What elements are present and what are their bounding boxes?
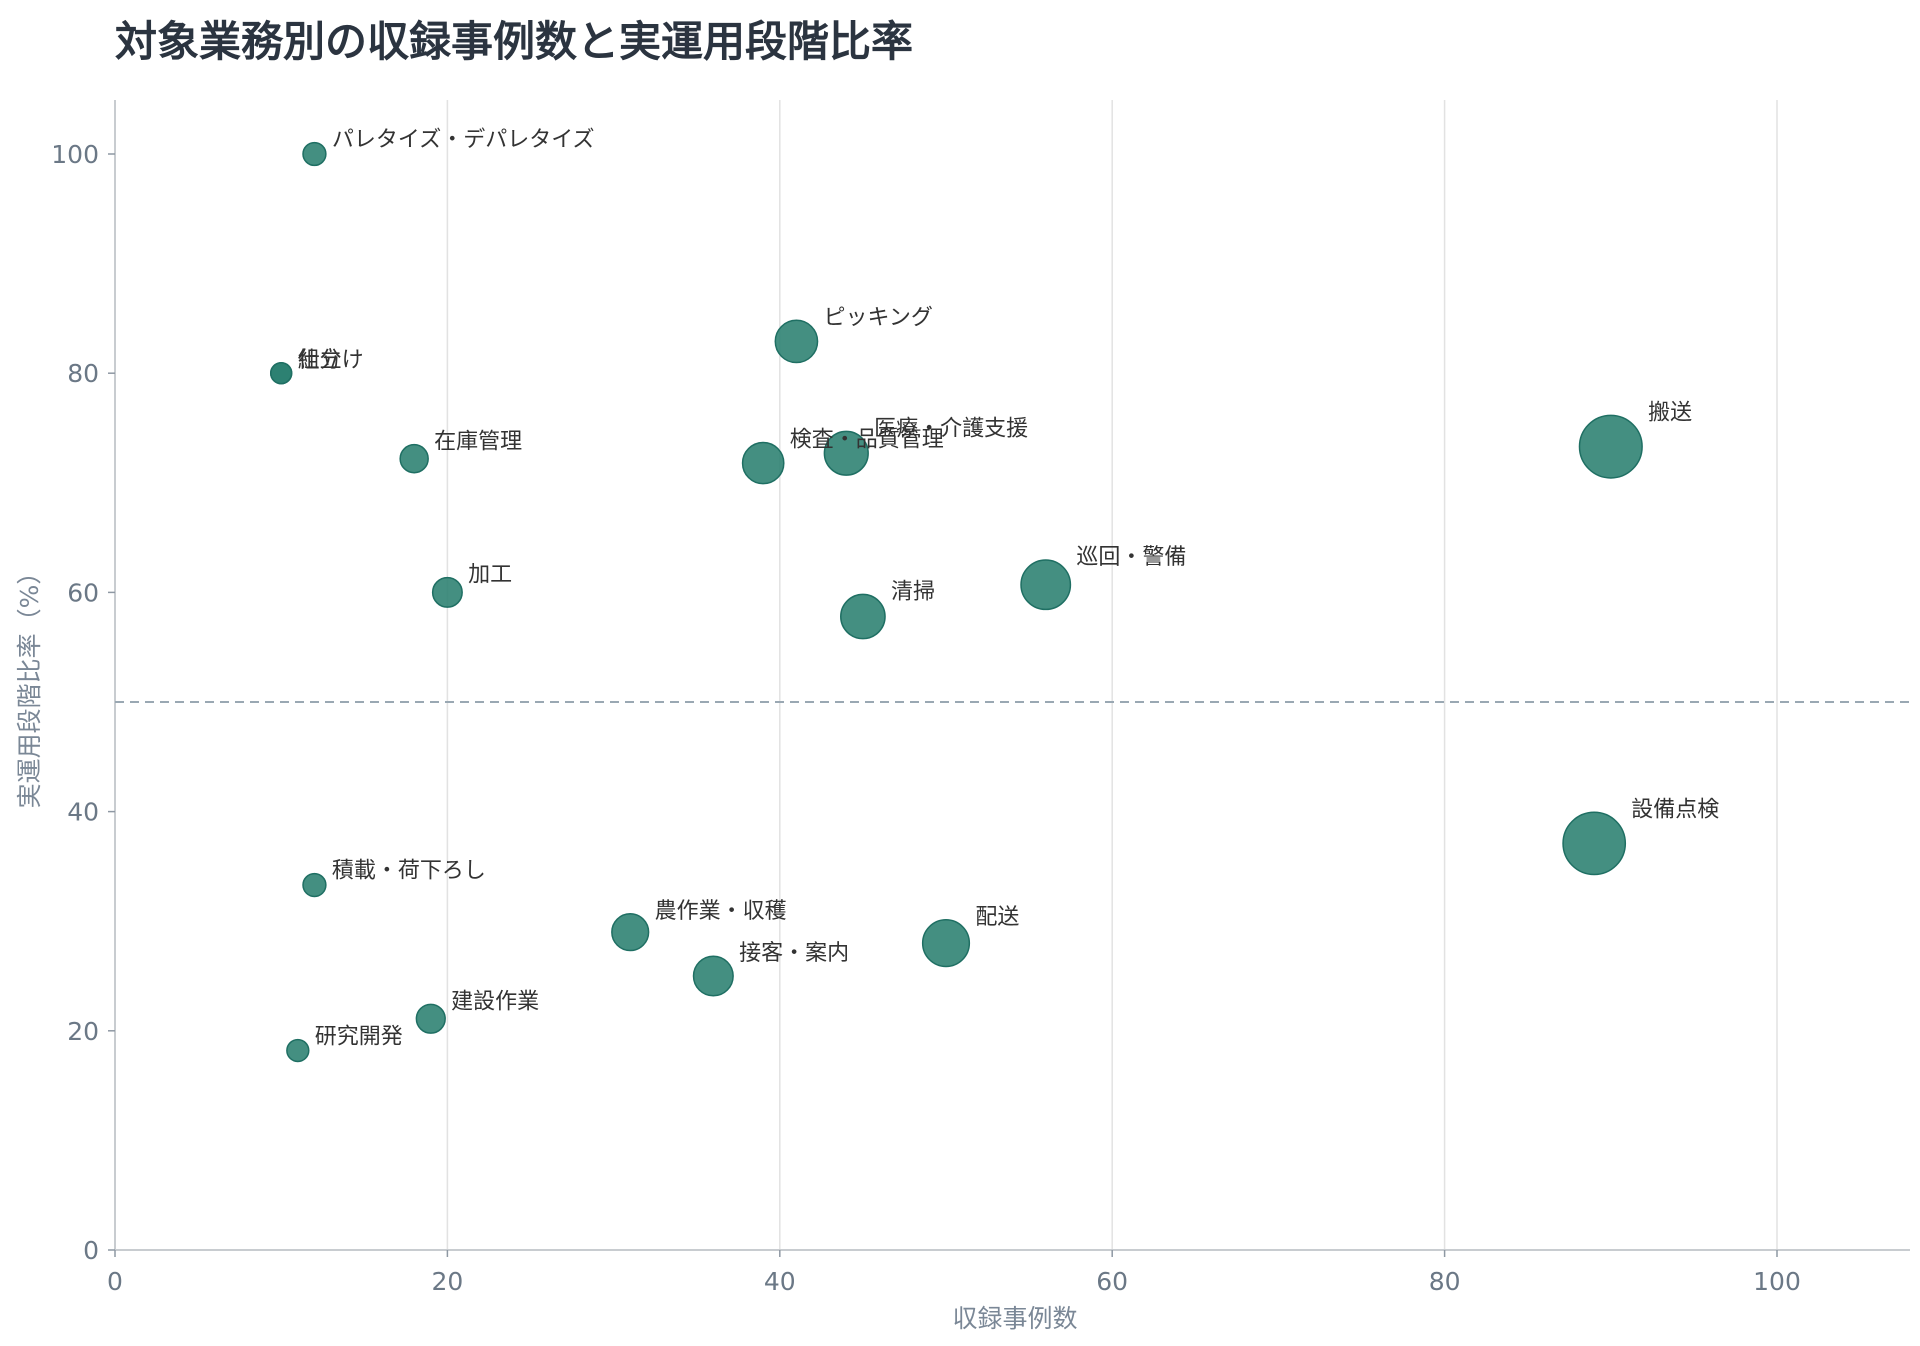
data-point: [302, 141, 327, 167]
data-point: [415, 1003, 446, 1034]
point-label: 接客・案内: [739, 941, 849, 966]
y-tick-label: 100: [51, 140, 99, 169]
point-label: 研究開発: [315, 1025, 403, 1050]
data-point: [399, 443, 429, 474]
point-label: 加工: [468, 563, 512, 588]
chart-title: 対象業務別の収録事例数と実運用段階比率: [115, 17, 914, 66]
x-tick-label: 40: [764, 1267, 796, 1296]
point-label: 医療・介護支援: [874, 416, 1028, 441]
data-point: [286, 1038, 310, 1063]
data-point: [1578, 414, 1643, 479]
data-point: [823, 430, 869, 476]
y-tick-label: 40: [67, 798, 99, 827]
data-point: [921, 919, 971, 968]
point-label: 設備点検: [1631, 797, 1719, 822]
point-label: 在庫管理: [434, 430, 522, 455]
y-tick-label: 80: [67, 359, 99, 388]
y-axis-title: 実運用段階比率（%）: [15, 560, 44, 809]
point-label: パレタイズ・デパレタイズ: [332, 128, 595, 153]
x-tick-label: 0: [107, 1267, 123, 1296]
y-tick-label: 0: [83, 1236, 99, 1265]
data-point: [774, 319, 819, 364]
x-tick-label: 60: [1096, 1267, 1128, 1296]
data-point: [1562, 811, 1627, 876]
axis-layer: 0 20 40 60 80 100 0 20 40 60 80 100: [51, 100, 1910, 1296]
y-tick-label: 20: [67, 1017, 99, 1046]
grid-layer: [446, 100, 1778, 1250]
point-label: 搬送: [1648, 400, 1692, 425]
point-label: ピッキング: [824, 305, 933, 330]
y-tick-label: 60: [67, 578, 99, 607]
point-label: 配送: [975, 905, 1019, 930]
data-point: [302, 872, 327, 898]
data-point: [270, 362, 293, 385]
x-axis-title: 収録事例数: [952, 1304, 1077, 1333]
points-layer: [270, 141, 1643, 1063]
x-tick-label: 20: [431, 1267, 463, 1296]
point-label: 組立: [298, 348, 342, 373]
point-label: 清掃: [891, 579, 935, 604]
data-point: [840, 593, 886, 640]
point-label: 建設作業: [451, 989, 539, 1014]
data-point: [1020, 559, 1072, 611]
x-tick-label: 80: [1429, 1267, 1461, 1296]
data-point: [611, 913, 650, 952]
data-point: [692, 955, 734, 997]
data-point: [431, 576, 463, 608]
point-label: 農作業・収穫: [655, 899, 787, 924]
point-label: 巡回・警備: [1076, 545, 1186, 570]
point-label: 積載・荷下ろし: [332, 859, 486, 884]
point-label: 仕分け: [298, 348, 364, 373]
point-label: 検査・品質管理: [790, 427, 944, 452]
data-point: [741, 441, 785, 485]
x-tick-label: 100: [1753, 1267, 1801, 1296]
